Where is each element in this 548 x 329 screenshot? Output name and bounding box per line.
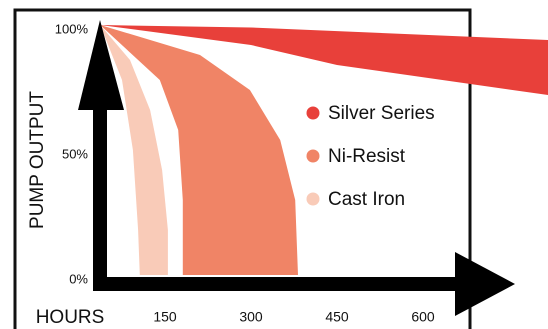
area [100, 25, 168, 275]
y-axis-arrow-head [78, 20, 124, 110]
y-tick-label: 50% [62, 146, 88, 161]
area [100, 25, 298, 275]
y-tick-label: 0% [69, 271, 88, 286]
legend-marker [306, 192, 320, 206]
x-axis-title: HOURS [36, 307, 105, 328]
legend-marker [306, 149, 320, 163]
x-axis-arrow-head [455, 252, 515, 316]
y-axis-arrow [93, 90, 107, 290]
x-axis-arrow [93, 277, 468, 291]
y-axis-title: PUMP OUTPUT [27, 91, 48, 229]
legend-marker [306, 106, 320, 120]
legend-label: Cast Iron [328, 189, 405, 210]
x-tick-label: 450 [325, 309, 349, 325]
x-tick-label: 300 [239, 309, 263, 325]
x-tick-label: 600 [411, 309, 435, 325]
legend-label: Silver Series [328, 103, 435, 124]
legend-label: Ni-Resist [328, 146, 406, 167]
x-tick-label: 150 [153, 309, 177, 325]
area [100, 25, 548, 95]
frame [13, 8, 472, 329]
y-tick-label: 100% [55, 21, 89, 36]
